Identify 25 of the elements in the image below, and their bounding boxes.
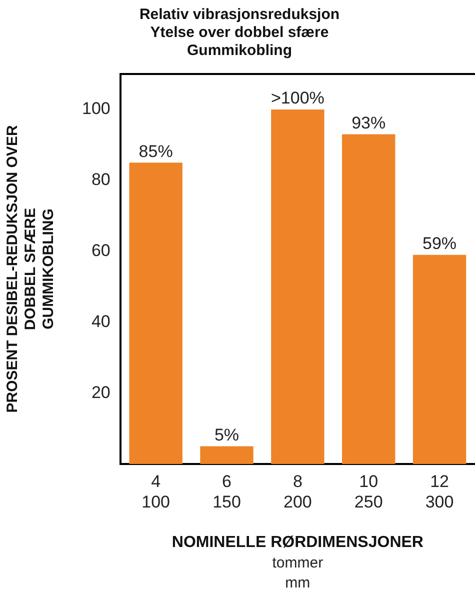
y-tick-label: 60 bbox=[91, 240, 110, 260]
data-label: >100% bbox=[270, 88, 324, 108]
bar bbox=[129, 162, 182, 464]
y-tick-label: 20 bbox=[91, 382, 110, 402]
x-tick-label: 6 150 bbox=[212, 472, 241, 512]
bar bbox=[200, 446, 254, 464]
y-tick-label: 80 bbox=[91, 170, 110, 190]
bar bbox=[342, 134, 396, 464]
bar bbox=[271, 109, 324, 464]
y-tick-label: 40 bbox=[91, 312, 110, 331]
x-tick-label: 8 200 bbox=[283, 472, 312, 512]
chart-title: Relativ vibrasjonsreduksjon Ytelse over dobbel sfære Gummikobling bbox=[139, 6, 340, 60]
y-axis-title: PROSENT DESIBEL-REDUKSJON OVER DOBBEL SFÆRE GUMMIKOBLING bbox=[4, 125, 58, 413]
bar bbox=[412, 254, 466, 464]
text: tommer bbox=[272, 554, 324, 572]
data-label: 5% bbox=[214, 425, 240, 444]
data-label: 59% bbox=[422, 234, 457, 254]
x-tick-label: 10 250 bbox=[354, 472, 383, 512]
data-label: 93% bbox=[352, 113, 386, 132]
data-label: 85% bbox=[138, 142, 173, 161]
x-tick-label: 12 300 bbox=[425, 472, 454, 512]
y-tick-label: 100 bbox=[82, 99, 110, 118]
x-axis-title: NOMINELLE RØRDIMENSJONER bbox=[172, 534, 424, 551]
text: mm bbox=[285, 574, 310, 592]
x-tick-label: 4 100 bbox=[142, 472, 170, 512]
